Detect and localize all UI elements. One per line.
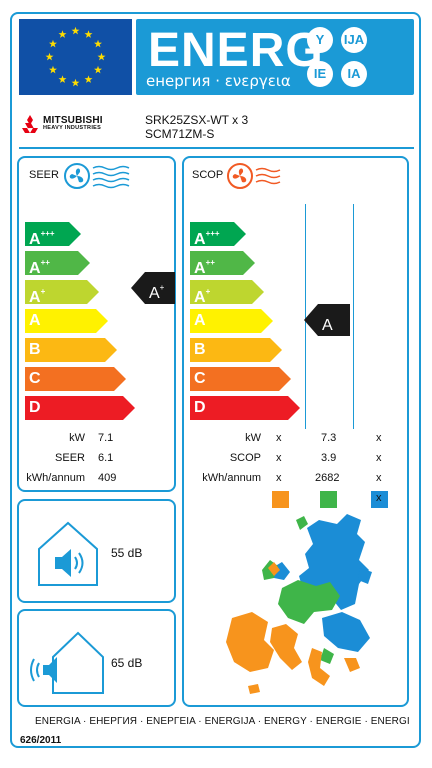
zone-swatch-warm: x	[371, 491, 388, 508]
scop-title: SCOP	[192, 169, 224, 181]
eu-star	[71, 26, 80, 35]
seer-seer-label: SEER	[55, 452, 85, 464]
eu-stars-icon	[45, 26, 106, 87]
europe-climate-map	[226, 514, 372, 694]
seer-panel: SEER A+++ A++ A+ A B C D A+ kW 7.1 SEER 6.1 kW…	[17, 156, 176, 492]
scop-class-arrow: A+	[190, 280, 264, 306]
scop-kwh-warm: x	[376, 472, 382, 484]
footer-languages: ENERGIA · ЕНЕРГИЯ · ΕΝΕΡΓΕΙΑ · ENERGIJA …	[35, 716, 410, 727]
eu-star	[48, 65, 57, 74]
eu-star	[45, 52, 54, 61]
energy-subtitle: енергия · ενεργεια	[146, 72, 291, 90]
seer-kw-value: 7.1	[98, 432, 114, 444]
energy-title: ENERG	[148, 24, 324, 77]
scop-rating-label: A	[322, 317, 333, 334]
eu-star	[48, 39, 57, 48]
seer-class-label: C	[29, 370, 41, 387]
scop-class-arrow: C	[190, 367, 291, 391]
scop-kwh-label: kWh/annum	[202, 472, 261, 484]
seer-rating-label: A+	[149, 283, 165, 302]
scop-scop-label: SCOP	[229, 452, 261, 464]
model-outdoor: SCM71ZM-S	[145, 127, 215, 141]
header-divider	[19, 147, 414, 149]
seer-kwh-label: kWh/annum	[26, 472, 85, 484]
scop-class-label: A	[194, 312, 206, 329]
scop-kw-cold: x	[276, 432, 282, 444]
three-diamonds-icon	[22, 115, 38, 133]
model-indoor: SRK25ZSX-WT x 3	[145, 113, 249, 127]
scop-scop-average: 3.9	[321, 452, 337, 464]
eu-star	[58, 30, 67, 38]
eu-star	[97, 52, 106, 61]
eu-star	[94, 65, 103, 74]
eu-flag	[19, 19, 132, 95]
scop-class-label: A++	[194, 258, 215, 277]
seer-class-arrow: A++	[25, 251, 90, 277]
seer-title: SEER	[29, 169, 59, 181]
energy-banner: ENERG енергия · ενεργεια Y IJA IE IA	[136, 19, 414, 95]
indoor-noise-value: 55 dB	[111, 546, 143, 560]
outdoor-noise-panel: 65 dB	[17, 609, 176, 707]
seer-class-label: A	[29, 312, 41, 329]
seer-class-arrow: A+++	[25, 222, 81, 248]
scop-kwh-cold: x	[276, 472, 282, 484]
seer-class-label: A++	[29, 258, 50, 277]
scop-kwh-average: 2682	[315, 472, 340, 484]
scop-class-arrow: A++	[190, 251, 255, 277]
scop-class-label: D	[194, 399, 206, 416]
seer-class-arrow: D	[25, 396, 135, 420]
eu-star	[94, 39, 103, 48]
lang-badge-ija: IJA	[341, 27, 367, 53]
seer-seer-value: 6.1	[98, 452, 114, 464]
scop-panel: SCOP A+++ A++ A+ A B C D A kW x 7.3 x SCOP x 3…	[182, 156, 409, 707]
zone-swatch-warm-mark: x	[376, 492, 382, 504]
scop-class-arrow: A	[190, 309, 273, 333]
seer-class-arrow: C	[25, 367, 126, 391]
seer-class-arrow: A+	[25, 280, 99, 306]
eu-star	[84, 30, 93, 38]
regulation-number: 626/2011	[20, 735, 62, 746]
eu-star	[58, 75, 67, 83]
scop-class-label: B	[194, 341, 206, 358]
seer-class-arrow: A	[25, 309, 108, 333]
lang-badge-ia: IA	[341, 61, 367, 87]
seer-class-label: B	[29, 341, 41, 358]
outdoor-speaker-icon	[30, 631, 104, 694]
scop-class-arrow: D	[190, 396, 300, 420]
scop-scop-cold: x	[276, 452, 282, 464]
heating-fan-icon	[227, 163, 281, 189]
indoor-speaker-icon	[38, 521, 98, 586]
cooling-fan-icon	[64, 163, 130, 189]
brand-name: MITSUBISHI	[43, 115, 103, 126]
scop-kw-warm: x	[376, 432, 382, 444]
seer-kw-label: kW	[69, 432, 85, 444]
seer-class-label: D	[29, 399, 41, 416]
label-frame	[10, 12, 421, 748]
zone-swatch-cold	[272, 491, 289, 508]
seer-kwh-value: 409	[98, 472, 117, 484]
lang-badge-ie: IE	[307, 61, 333, 87]
scop-kw-average: 7.3	[321, 432, 337, 444]
zone-swatch-average	[320, 491, 337, 508]
eu-star	[71, 78, 80, 87]
zone-divider-2	[353, 204, 354, 429]
scop-class-label: A+	[194, 287, 211, 306]
outdoor-noise-value: 65 dB	[111, 656, 143, 670]
scop-class-arrow: A+++	[190, 222, 246, 248]
eu-star	[84, 75, 93, 83]
scop-scop-warm: x	[376, 452, 382, 464]
scop-class-arrow: B	[190, 338, 282, 362]
seer-class-label: A+	[29, 287, 46, 306]
scop-class-label: C	[194, 370, 206, 387]
zone-divider-1	[305, 204, 306, 429]
brand-subname: HEAVY INDUSTRIES	[43, 125, 102, 131]
seer-class-arrow: B	[25, 338, 117, 362]
seer-class-label: A+++	[29, 229, 55, 248]
scop-class-label: A+++	[194, 229, 220, 248]
scop-kw-label: kW	[245, 432, 261, 444]
lang-badge-y: Y	[307, 27, 333, 53]
indoor-noise-panel: 55 dB	[17, 499, 176, 603]
